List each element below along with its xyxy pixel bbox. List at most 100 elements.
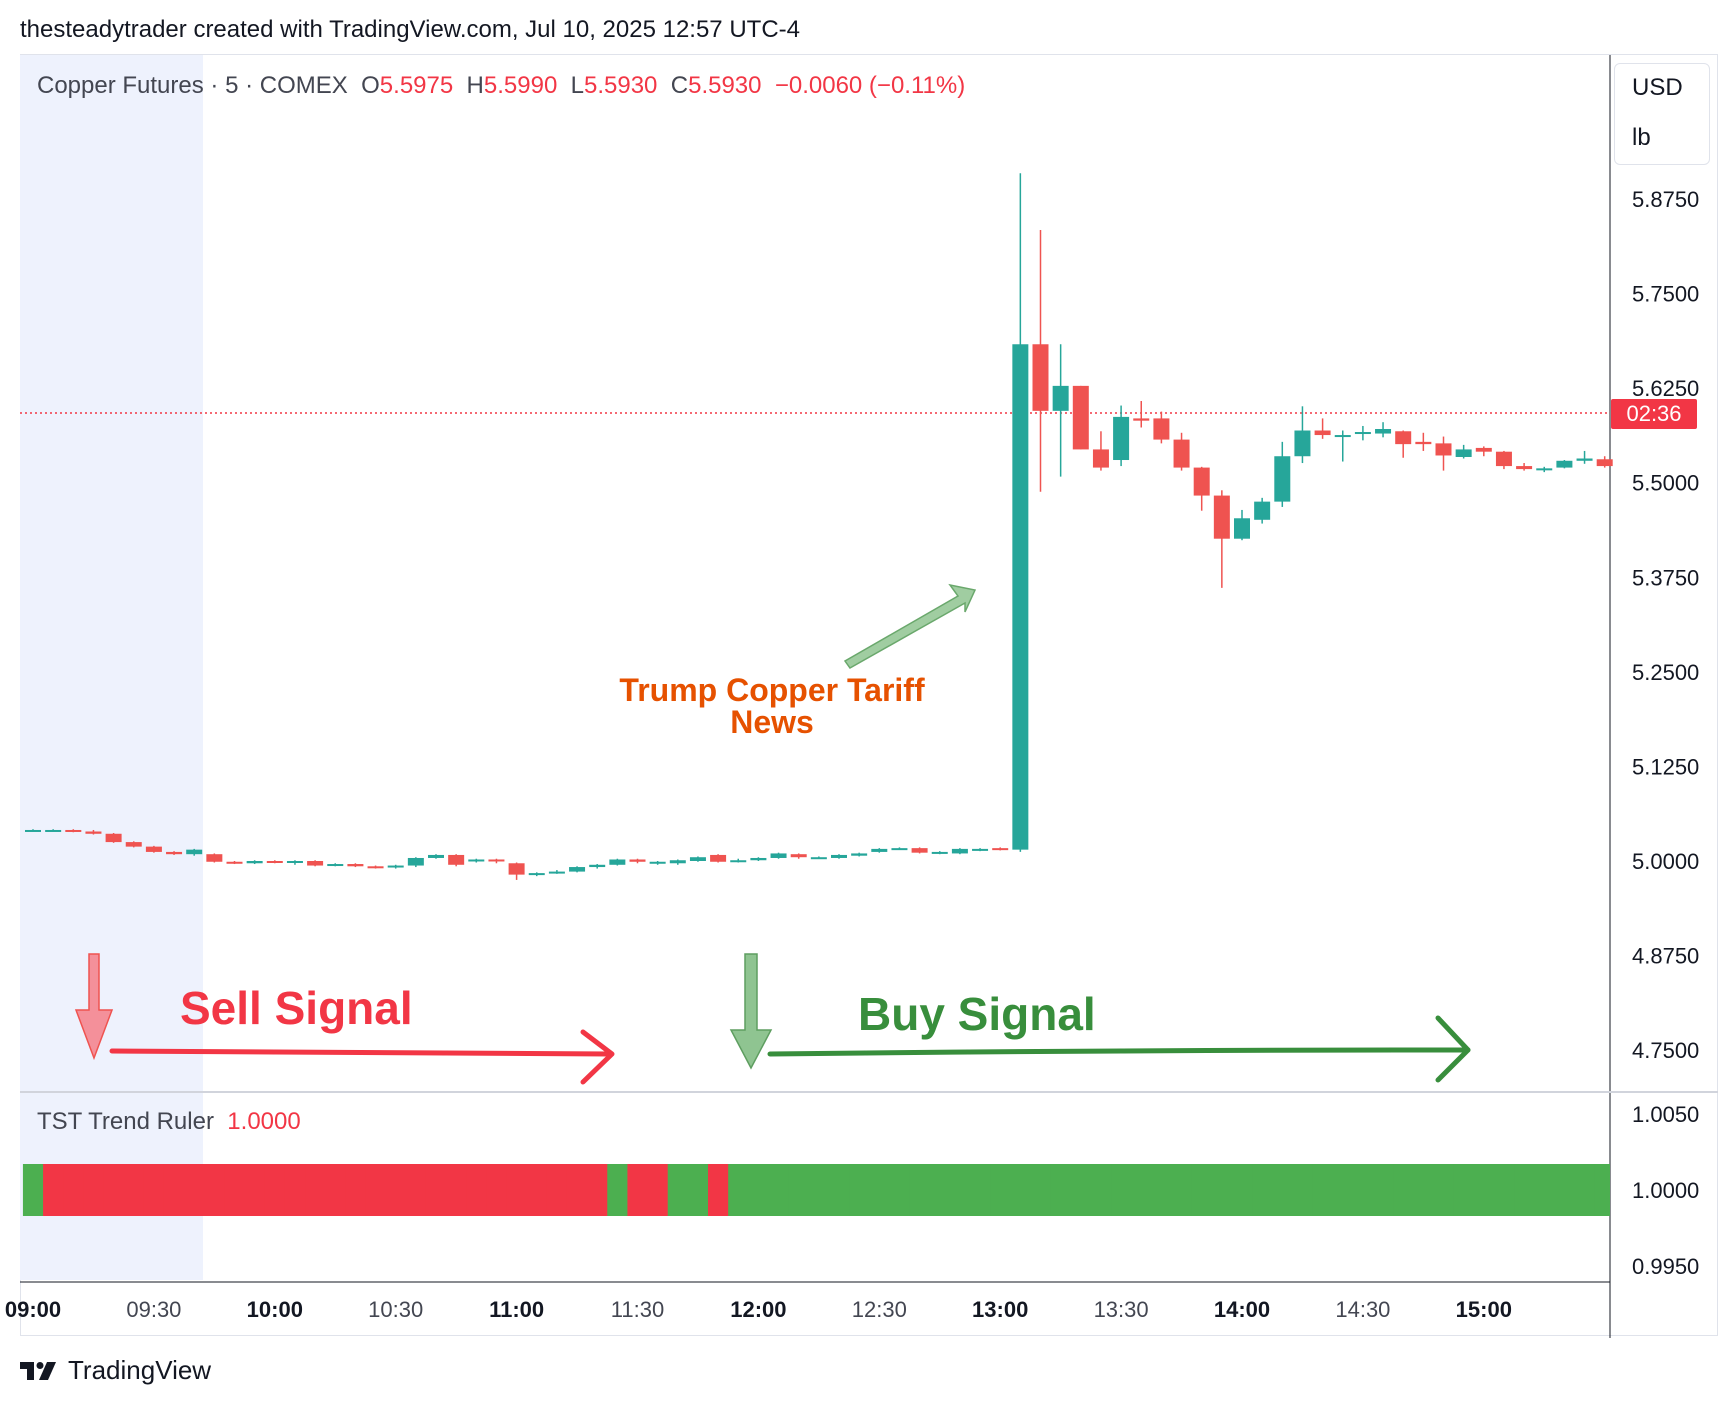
price-tick-label: 5.5000: [1632, 471, 1699, 496]
bar-countdown-badge: 02:36: [1611, 399, 1697, 429]
tradingview-logo-icon: [20, 1361, 56, 1380]
candle-body: [508, 863, 525, 875]
trend-ruler-bar: [224, 1164, 246, 1216]
price-axis[interactable]: 5.8750 5.7500 5.6250 5.5000 5.3750 5.2500 5.12…: [1632, 187, 1699, 1063]
trend-ruler-bar: [909, 1164, 931, 1216]
trend-ruler-bar: [1030, 1164, 1052, 1216]
candle-body: [1032, 344, 1049, 411]
candle-body: [1516, 466, 1533, 470]
trend-ruler-bar: [1231, 1164, 1253, 1216]
candle-body: [548, 871, 565, 874]
time-tick-label: 12:00: [730, 1297, 786, 1322]
trend-ruler-bar: [1151, 1164, 1173, 1216]
trend-ruler-bar: [546, 1164, 568, 1216]
price-tick-label: 5.1250: [1632, 754, 1699, 779]
symbol-legend[interactable]: Copper Futures · 5 · COMEX O5.5975 H5.59…: [37, 72, 966, 99]
trend-ruler-bar: [1252, 1164, 1273, 1216]
candle-body: [1052, 385, 1069, 411]
unit-label: lb: [1632, 124, 1651, 151]
candle-body: [831, 854, 847, 858]
candle-body: [629, 859, 646, 862]
trend-ruler-bar: [1534, 1164, 1555, 1216]
candle-body: [186, 849, 203, 855]
price-tick-label: 5.2500: [1632, 660, 1699, 685]
candle-body: [1012, 344, 1029, 850]
candle-body: [387, 865, 404, 868]
price-tick-label: 5.7500: [1632, 282, 1699, 307]
legend-low: 5.5930: [584, 72, 658, 99]
trend-ruler-series: [22, 1164, 1610, 1216]
candle-body: [1435, 443, 1452, 456]
footer-brand: TradingView: [68, 1355, 212, 1385]
price-tick-label: 4.7500: [1632, 1038, 1699, 1063]
trend-ruler-bar: [1010, 1164, 1032, 1216]
trend-ruler-bar: [103, 1164, 125, 1216]
candle-body: [1092, 449, 1109, 468]
candle-body: [1193, 467, 1210, 496]
indicator-axis[interactable]: 1.0050 1.0000 0.9950: [1632, 1102, 1699, 1279]
trend-ruler-bar: [264, 1164, 286, 1216]
candle-body: [951, 848, 968, 854]
time-tick-label: 12:30: [852, 1297, 907, 1322]
time-axis[interactable]: 09:00 09:30 10:00 10:30 11:00 11:30 12:00 12:30…: [5, 1297, 1512, 1322]
trend-ruler-bar: [385, 1164, 407, 1216]
trend-ruler-bar: [1070, 1164, 1092, 1216]
session-highlight: [20, 55, 203, 1280]
candle-body: [367, 866, 384, 869]
candle-body: [972, 848, 989, 851]
trend-ruler-bar: [1191, 1164, 1213, 1216]
candle-body: [931, 851, 948, 854]
indicator-value: 1.0000: [227, 1108, 301, 1135]
trend-ruler-bar: [768, 1164, 790, 1216]
candle-body: [488, 859, 505, 862]
candle-body: [65, 829, 82, 832]
legend-interval: 5: [225, 72, 239, 99]
trend-ruler-bar: [1514, 1164, 1535, 1216]
trend-ruler-bar: [405, 1164, 427, 1216]
trend-ruler-bar: [1453, 1164, 1475, 1216]
candle-body: [1153, 418, 1170, 440]
candle-body: [992, 848, 1009, 851]
trend-ruler-bar: [466, 1164, 487, 1216]
candle-body: [1213, 495, 1230, 539]
trend-ruler-bar: [1413, 1164, 1435, 1216]
candle-body: [1556, 460, 1573, 468]
candle-body: [1455, 449, 1472, 457]
legend-change: −0.0060 (−0.11%): [774, 72, 966, 99]
currency-unit-selector[interactable]: USD lb: [1614, 63, 1710, 165]
trend-ruler-bar: [687, 1164, 709, 1216]
indicator-legend[interactable]: TST Trend Ruler 1.0000: [37, 1108, 301, 1136]
trend-ruler-bar: [204, 1164, 226, 1216]
news-annotation-line2: News: [730, 704, 814, 740]
trend-ruler-bar: [969, 1164, 991, 1216]
candle-body: [891, 848, 908, 851]
indicator-tick-label: 0.9950: [1632, 1254, 1699, 1279]
indicator-tick-label: 1.0000: [1632, 1178, 1699, 1203]
candle-body: [810, 857, 827, 860]
trend-ruler-bar: [486, 1164, 508, 1216]
candle-body: [871, 848, 888, 852]
trend-ruler-bar: [1554, 1164, 1576, 1216]
legend-low-label: L: [570, 72, 584, 99]
time-tick-label: 15:00: [1456, 1297, 1512, 1322]
candle-body: [911, 848, 928, 853]
candle-body: [166, 851, 183, 855]
trend-ruler-bar: [1433, 1164, 1455, 1216]
candle-body: [1334, 435, 1351, 438]
price-tick-label: 5.0000: [1632, 849, 1699, 874]
trend-ruler-bar: [1292, 1164, 1314, 1216]
trend-ruler-bar: [1594, 1164, 1610, 1216]
candle-body: [1234, 518, 1250, 539]
candle-body: [266, 861, 283, 863]
legend-high-label: H: [466, 72, 484, 99]
candle-body: [689, 857, 706, 861]
trend-ruler-bar: [1372, 1164, 1394, 1216]
time-tick-label: 14:30: [1335, 1297, 1390, 1322]
buy-right-arrow: [767, 1015, 1471, 1083]
trend-ruler-bar: [607, 1164, 629, 1216]
trend-ruler-bar: [446, 1164, 467, 1216]
trend-ruler-bar: [667, 1164, 689, 1216]
candle-body: [125, 842, 142, 847]
tradingview-footer[interactable]: TradingView: [20, 1355, 211, 1386]
